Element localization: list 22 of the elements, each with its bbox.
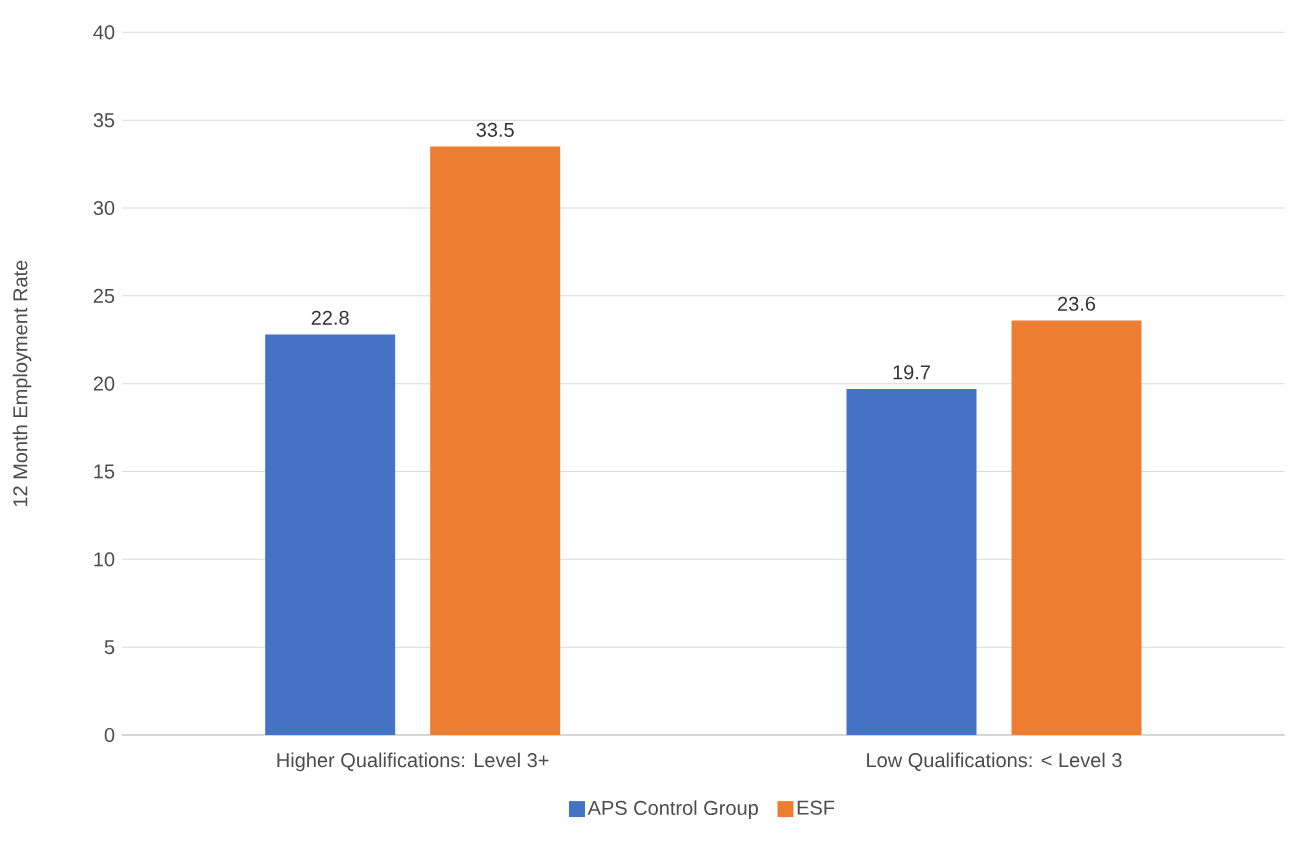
bar (846, 388, 977, 735)
data-label: 23.6 (1058, 296, 1096, 311)
y-tick-label: 0 (104, 727, 115, 743)
data-label: 22.8 (311, 310, 349, 325)
y-tick-label: 30 (93, 200, 115, 216)
bar (265, 334, 396, 735)
data-label: 19.7 (893, 365, 930, 380)
bar (1011, 320, 1142, 735)
y-axis-title: 12 Month Employment Rate (12, 260, 32, 507)
y-tick-label: 20 (93, 376, 115, 391)
y-tick-label: 40 (93, 25, 115, 40)
x-tick-label: Low Qualifications: < Level 3 (867, 752, 1122, 771)
x-tick-label: Higher Qualifications: Level 3+ (277, 752, 549, 772)
legend-label: APS Control Group (587, 800, 758, 819)
y-tick-label: 10 (94, 552, 115, 567)
legend-label: ESF (797, 800, 835, 815)
y-tick-label: 15 (94, 464, 115, 479)
data-label: 33.5 (476, 122, 514, 137)
y-tick-label: 5 (104, 640, 115, 655)
bar (430, 146, 561, 735)
y-tick-label: 25 (93, 288, 115, 303)
y-tick-label: 35 (93, 113, 115, 128)
